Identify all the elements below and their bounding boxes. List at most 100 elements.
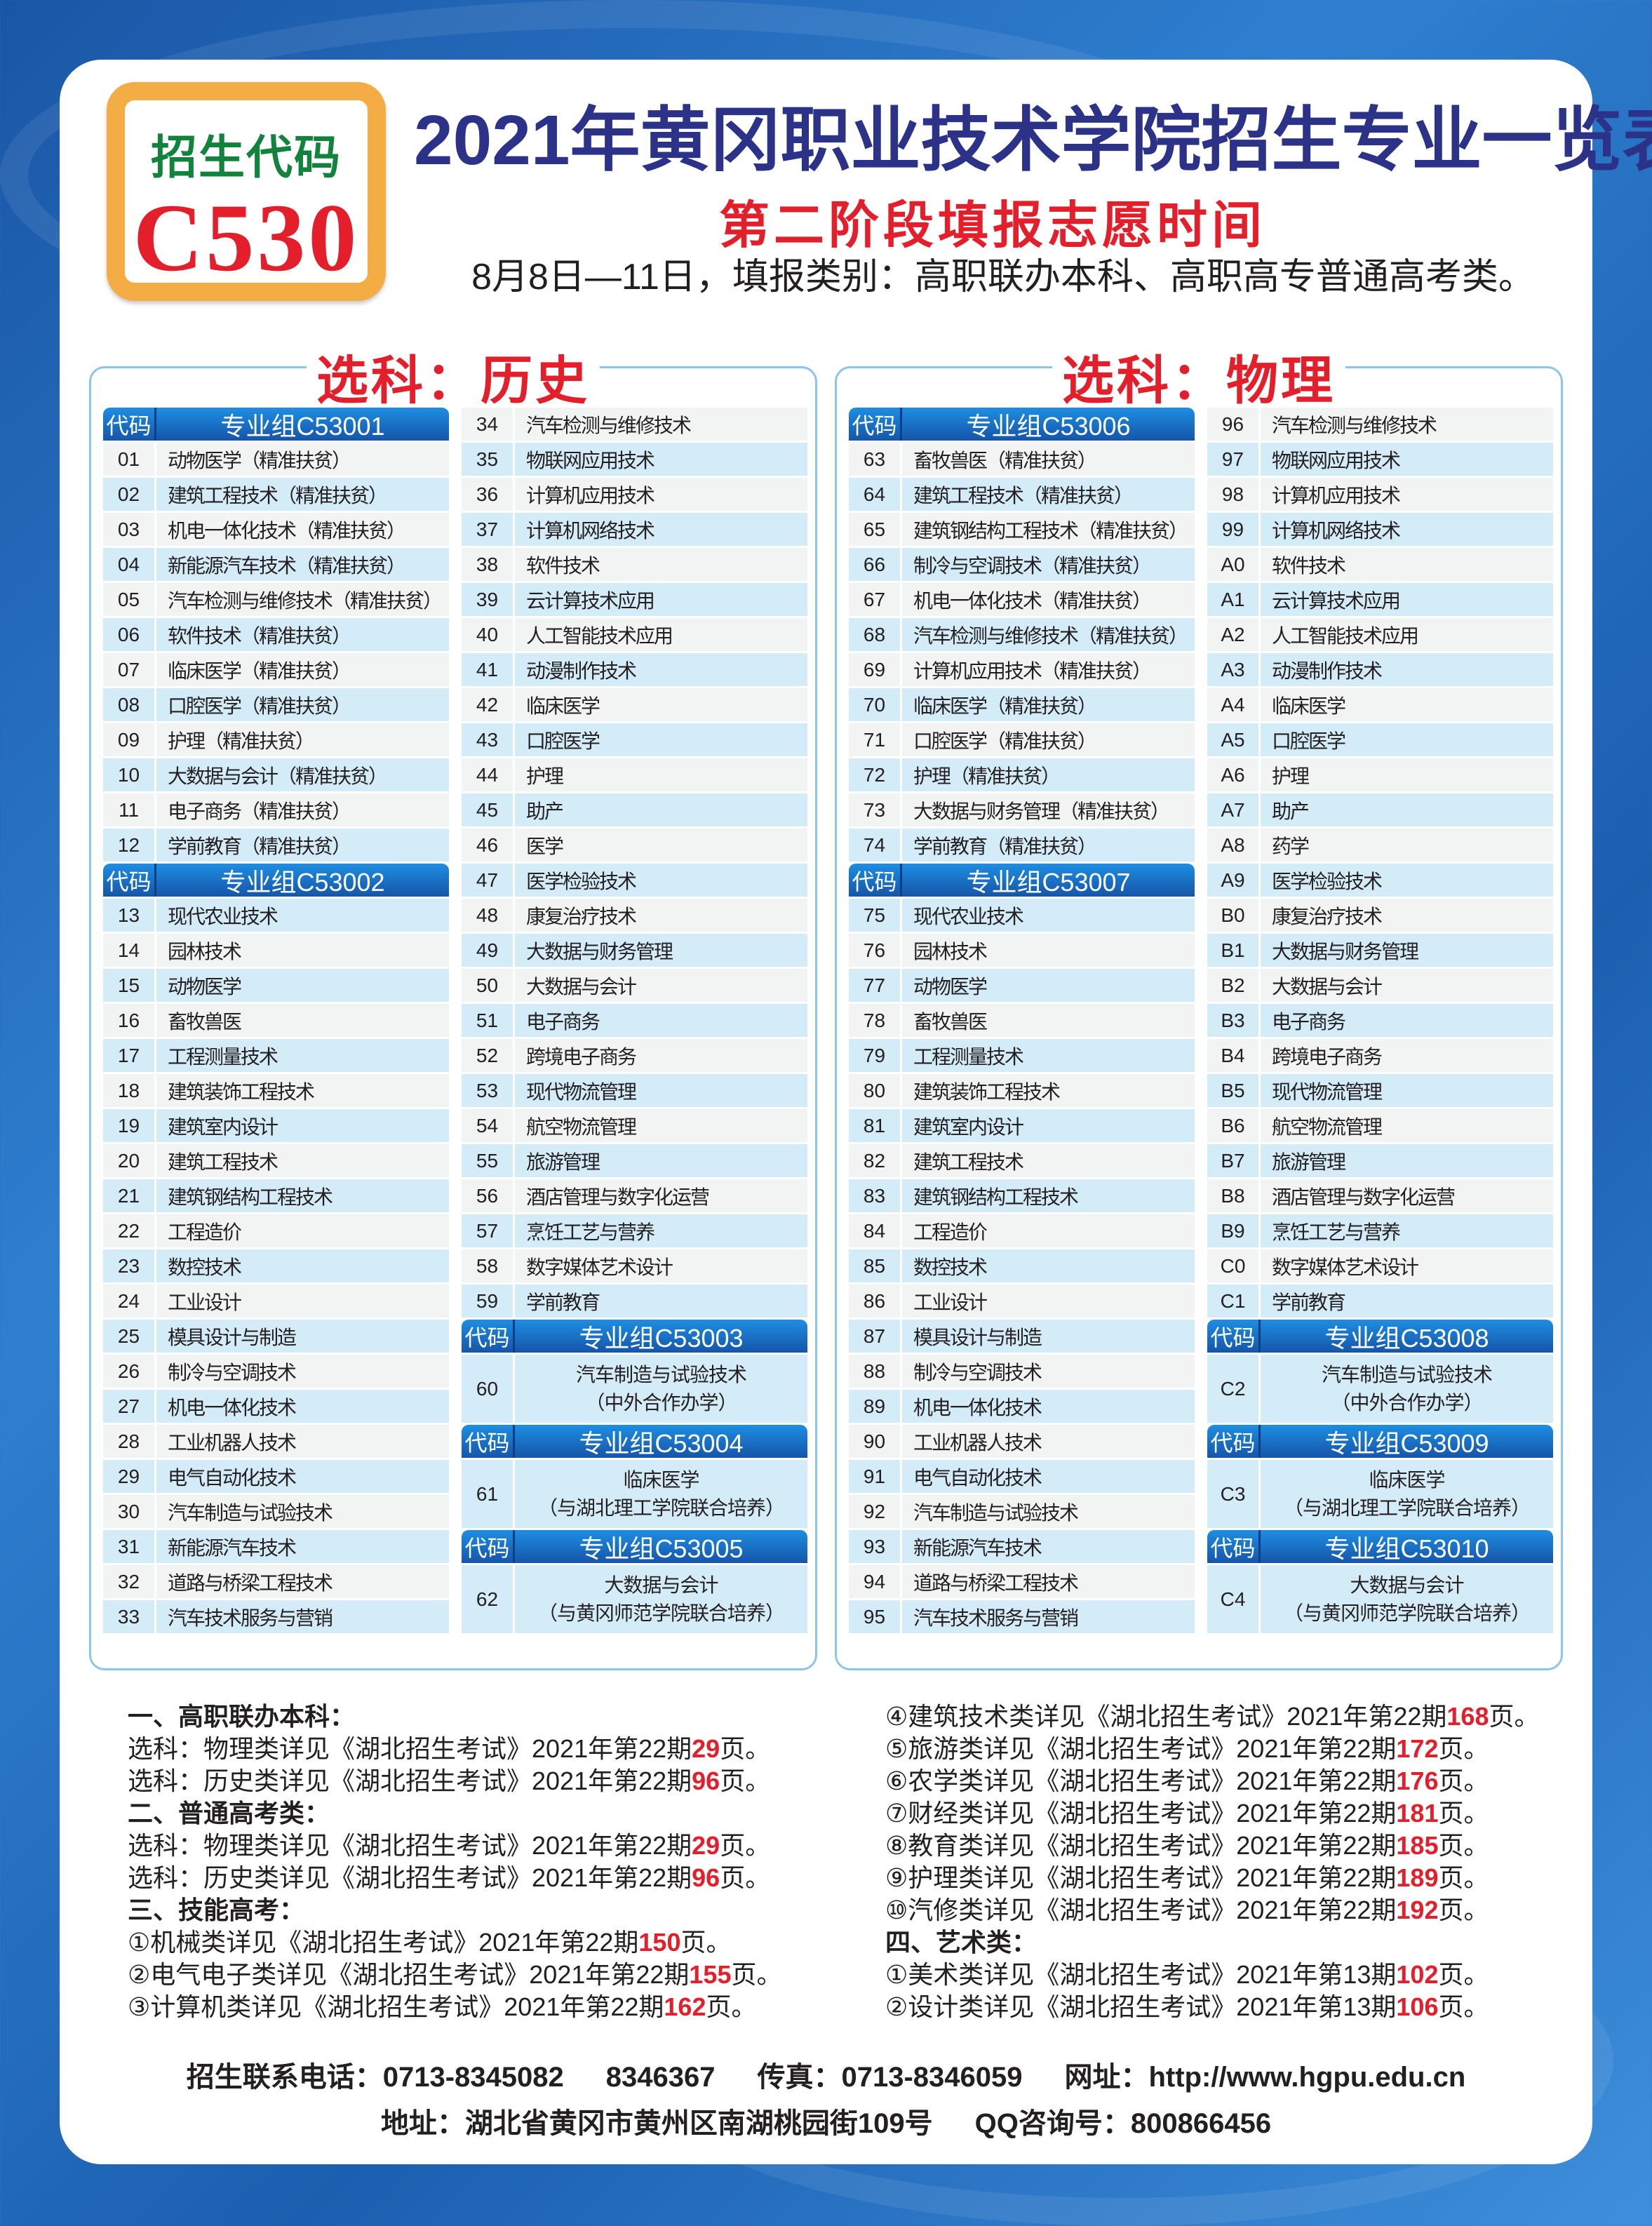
major-row: 87 模具设计与制造 <box>849 1320 1195 1355</box>
major-code: 63 <box>849 443 902 476</box>
fax-label: 传真： <box>757 2062 842 2093</box>
major-row: B3 电子商务 <box>1207 1004 1553 1039</box>
group-name: 专业组C53004 <box>579 1428 744 1458</box>
note-line: ③计算机类详见《湖北招生考试》2021年第22期162页。 <box>128 1991 782 2023</box>
major-name: 新能源汽车技术（精准扶贫） <box>168 554 406 577</box>
note-page: 102 <box>1396 1960 1439 1989</box>
note-suffix: 页。 <box>1438 1766 1489 1795</box>
note-text: ①美术类详见《湖北招生考试》2021年第13期 <box>885 1960 1397 1989</box>
major-name: 汽车制造与试验技术 <box>575 1363 747 1386</box>
major-code: 20 <box>103 1144 156 1177</box>
major-code: 95 <box>849 1600 902 1633</box>
major-name: 工程造价 <box>168 1221 242 1243</box>
note-text: 选科：历史类详见《湖北招生考试》2021年第22期 <box>128 1766 692 1795</box>
major-row: 80 建筑装饰工程技术 <box>849 1074 1195 1109</box>
section-title-wrap: 选科：物理 <box>837 339 1561 414</box>
major-name: 跨境电子商务 <box>526 1045 637 1068</box>
major-name: 口腔医学（精准扶贫） <box>913 730 1097 752</box>
major-name: 航空物流管理 <box>1272 1115 1383 1138</box>
major-name: 大数据与会计 <box>1350 1574 1464 1596</box>
major-row: 79 工程测量技术 <box>849 1039 1195 1074</box>
note-page: 162 <box>664 1992 706 2021</box>
major-row: 91 电气自动化技术 <box>849 1460 1195 1495</box>
major-row: B1 大数据与财务管理 <box>1207 934 1553 969</box>
major-row: C0 数字媒体艺术设计 <box>1207 1249 1553 1285</box>
note-suffix: 页。 <box>1438 1960 1489 1989</box>
major-code: 02 <box>103 478 156 511</box>
major-row: 71 口腔医学（精准扶贫） <box>849 723 1195 758</box>
major-row: 63 畜牧兽医（精准扶贫） <box>849 443 1195 478</box>
major-name: 人工智能技术应用 <box>526 624 673 647</box>
major-name: 跨境电子商务 <box>1272 1045 1383 1068</box>
major-name: 康复治疗技术 <box>1272 905 1383 927</box>
major-row: B6 航空物流管理 <box>1207 1109 1553 1144</box>
code-column-label: 代码 <box>849 864 902 897</box>
major-row: 14 园林技术 <box>103 934 449 969</box>
major-row: 95 汽车技术服务与营销 <box>849 1600 1195 1635</box>
major-code: 21 <box>103 1179 156 1212</box>
group-name: 专业组C53001 <box>220 411 385 441</box>
major-name: 工业机器人技术 <box>913 1431 1042 1454</box>
major-code: 66 <box>849 548 902 581</box>
address: 湖北省黄冈市黄州区南湖桃园街109号 <box>464 2108 933 2139</box>
code-column-label: 代码 <box>849 408 902 441</box>
major-row: A0 软件技术 <box>1207 548 1553 583</box>
major-code: 58 <box>462 1249 515 1282</box>
major-code: 43 <box>462 723 515 756</box>
major-row: 83 建筑钢结构工程技术 <box>849 1179 1195 1214</box>
note-page: 155 <box>689 1960 732 1989</box>
major-row: 21 建筑钢结构工程技术 <box>103 1179 449 1214</box>
major-code: 28 <box>103 1425 156 1458</box>
major-row: 08 口腔医学（精准扶贫） <box>103 688 449 723</box>
note-suffix: 页。 <box>1438 1734 1489 1763</box>
note-page: 185 <box>1396 1831 1439 1860</box>
major-name: 现代农业技术 <box>913 905 1024 927</box>
major-row: 86 工业设计 <box>849 1285 1195 1320</box>
major-row: 29 电气自动化技术 <box>103 1460 449 1495</box>
major-name: 软件技术 <box>1272 554 1346 577</box>
major-name: 建筑钢结构工程技术（精准扶贫） <box>913 519 1188 542</box>
major-code: A0 <box>1207 548 1261 581</box>
major-name: 汽车检测与维修技术 <box>1272 414 1437 436</box>
major-row: 62 大数据与会计 （与黄冈师范学院联合培养） <box>462 1565 807 1635</box>
major-name: 电子商务（精准扶贫） <box>168 800 351 822</box>
major-name: 机电一体化技术（精准扶贫） <box>913 589 1152 612</box>
major-code: 68 <box>849 618 902 651</box>
section-title: 选科：历史 <box>307 351 600 410</box>
major-name: 机电一体化技术 <box>913 1396 1042 1419</box>
note-page: 96 <box>692 1766 720 1795</box>
major-row: A3 动漫制作技术 <box>1207 653 1553 688</box>
note-page: 192 <box>1396 1896 1439 1924</box>
note-page: 168 <box>1446 1702 1489 1731</box>
major-name: 建筑工程技术 <box>168 1151 278 1173</box>
major-code: 25 <box>103 1320 156 1353</box>
major-row: 77 动物医学 <box>849 969 1195 1004</box>
note-suffix: 页。 <box>720 1831 771 1860</box>
major-row: 23 数控技术 <box>103 1249 449 1285</box>
major-code: 51 <box>462 1004 515 1037</box>
major-row: 70 临床医学（精准扶贫） <box>849 688 1195 723</box>
major-code: C0 <box>1207 1249 1261 1282</box>
note-line: ⑦财经类详见《湖北招生考试》2021年第22期181页。 <box>885 1797 1540 1830</box>
group-name: 专业组C53002 <box>220 867 385 897</box>
major-row: 57 烹饪工艺与营养 <box>462 1214 807 1249</box>
major-code: 19 <box>103 1109 156 1142</box>
major-name-block: 大数据与会计 （与黄冈师范学院联合培养） <box>1261 1571 1553 1628</box>
major-row: 52 跨境电子商务 <box>462 1039 807 1074</box>
enrollment-code-badge: 招生代码 C530 <box>107 82 386 301</box>
major-name: 汽车制造与试验技术 <box>1321 1363 1493 1386</box>
website-link[interactable]: http://www.hgpu.edu.cn <box>1148 2062 1466 2093</box>
major-row: 36 计算机应用技术 <box>462 478 807 513</box>
major-name: 建筑室内设计 <box>168 1115 278 1138</box>
contact-line: 招生联系电话：0713-8345082 8346367 传真：0713-834605… <box>60 2054 1592 2095</box>
group-header: 代码 专业组C53004 <box>462 1425 807 1460</box>
note-heading: 一、高职联办本科： <box>128 1702 356 1731</box>
major-row: A7 助产 <box>1207 793 1553 829</box>
major-name: 畜牧兽医（精准扶贫） <box>913 449 1097 471</box>
major-row: 06 软件技术（精准扶贫） <box>103 618 449 653</box>
major-row: B2 大数据与会计 <box>1207 969 1553 1004</box>
major-name: 工业设计 <box>913 1291 988 1313</box>
major-row: 02 建筑工程技术（精准扶贫） <box>103 478 449 513</box>
major-note: （与黄冈师范学院联合培养） <box>537 1602 785 1624</box>
major-code: 34 <box>462 408 515 441</box>
